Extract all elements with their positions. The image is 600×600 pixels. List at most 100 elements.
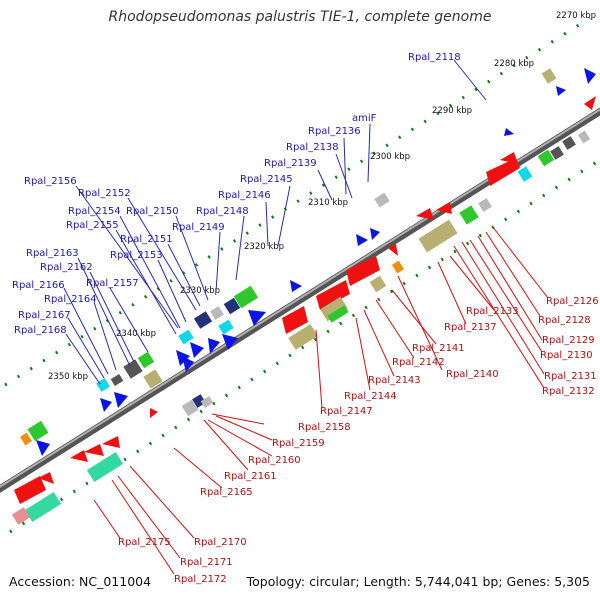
kbp-marker: 2310 kbp bbox=[308, 198, 348, 208]
gene-blue bbox=[556, 86, 566, 96]
gene-label: Rpal_2126 bbox=[546, 296, 599, 307]
kbp-marker: 2270 kbp bbox=[556, 11, 596, 21]
forward-leaders bbox=[63, 59, 487, 385]
kbp-marker: 2300 kbp bbox=[370, 152, 410, 162]
gene-blue bbox=[504, 128, 514, 136]
gene-cyan bbox=[517, 166, 533, 182]
kbp-marker: 2340 kbp bbox=[116, 329, 156, 339]
gene-label: Rpal_2142 bbox=[392, 357, 445, 368]
gene-label: Rpal_2175 bbox=[118, 537, 171, 548]
gene-label: Rpal_2156 bbox=[24, 176, 77, 187]
kbp-marker: 2350 kbp bbox=[48, 372, 88, 382]
gene-red bbox=[84, 444, 104, 456]
gene-green bbox=[27, 420, 49, 442]
gene-blue bbox=[114, 392, 128, 408]
gene-red bbox=[102, 436, 120, 448]
gene-label: Rpal_2136 bbox=[308, 126, 361, 137]
gene-label: Rpal_2141 bbox=[412, 343, 465, 354]
gene-blue bbox=[208, 338, 220, 354]
gene-label: Rpal_2144 bbox=[344, 391, 397, 402]
gene-label: Rpal_2154 bbox=[68, 206, 121, 217]
gene-label: Rpal_2130 bbox=[540, 350, 593, 361]
kbp-marker: 2320 kbp bbox=[244, 242, 284, 252]
gene-label: Rpal_2129 bbox=[542, 335, 595, 346]
gene-label: amiF bbox=[352, 113, 377, 124]
topology-text: Topology: circular; Length: 5,744,041 bp… bbox=[246, 574, 590, 589]
gene-label: Rpal_2147 bbox=[320, 406, 373, 417]
gene-orange bbox=[19, 432, 33, 446]
gene-gray bbox=[210, 306, 224, 320]
gene-red bbox=[150, 408, 158, 418]
gene-gray bbox=[123, 359, 143, 379]
gene-red bbox=[584, 96, 596, 110]
gene-cyan bbox=[96, 378, 110, 392]
gene-label: Rpal_2161 bbox=[224, 471, 277, 482]
gene-label: Rpal_2168 bbox=[14, 325, 67, 336]
gene-red bbox=[500, 152, 518, 164]
kbp-markers: 2270 kbp 2280 kbp 2290 kbp 2300 kbp 2310… bbox=[48, 11, 596, 382]
gene-blue bbox=[190, 342, 204, 358]
gene-orange bbox=[391, 260, 405, 274]
gene-green bbox=[459, 205, 479, 225]
gene-red bbox=[14, 476, 46, 504]
gene-label: Rpal_2137 bbox=[444, 322, 497, 333]
gene-green bbox=[137, 351, 155, 369]
gene-blue bbox=[290, 280, 302, 292]
gene-gray bbox=[478, 198, 492, 212]
gene-blue bbox=[248, 310, 266, 326]
gene-label: Rpal_2138 bbox=[286, 142, 339, 153]
gene-blue bbox=[100, 398, 112, 412]
gene-label: Rpal_2164 bbox=[44, 294, 97, 305]
gene-label: Rpal_2148 bbox=[196, 206, 249, 217]
gene-blue bbox=[584, 68, 596, 84]
reverse-gene-labels: Rpal_2126 Rpal_2128 Rpal_2129 Rpal_2130 … bbox=[118, 296, 599, 585]
gene-blue bbox=[36, 440, 50, 456]
gene-olive bbox=[288, 324, 318, 350]
tick-rows bbox=[4, 16, 600, 534]
gene-label: Rpal_2162 bbox=[40, 262, 93, 273]
gene-label: Rpal_2158 bbox=[298, 422, 351, 433]
gene-label: Rpal_2139 bbox=[264, 158, 317, 169]
gene-navy bbox=[223, 297, 241, 315]
gene-label: Rpal_2143 bbox=[368, 375, 421, 386]
reverse-leaders bbox=[93, 225, 549, 575]
forward-gene-labels: Rpal_2118 amiF Rpal_2136 Rpal_2138 Rpal_… bbox=[12, 52, 461, 336]
gene-red bbox=[316, 280, 350, 310]
gene-blue bbox=[356, 234, 368, 246]
gene-label: Rpal_2155 bbox=[66, 220, 119, 231]
gene-label: Rpal_2128 bbox=[538, 315, 591, 326]
gene-red bbox=[346, 256, 380, 286]
accession-text: Accession: NC_011004 bbox=[9, 574, 152, 589]
gene-label: Rpal_2132 bbox=[542, 386, 595, 397]
gene-green bbox=[537, 149, 555, 167]
gene-teal bbox=[24, 492, 62, 522]
kbp-marker: 2330 kbp bbox=[180, 286, 220, 296]
kbp-marker: 2290 kbp bbox=[432, 106, 472, 116]
gene-darkgray bbox=[550, 146, 564, 160]
gene-blue bbox=[182, 356, 194, 372]
gene-label: Rpal_2145 bbox=[240, 174, 293, 185]
gene-label: Rpal_2150 bbox=[126, 206, 179, 217]
gene-blue bbox=[370, 228, 380, 240]
gene-label: Rpal_2157 bbox=[86, 278, 139, 289]
gene-gray bbox=[110, 373, 124, 387]
gene-darkgray bbox=[562, 136, 576, 150]
gene-label: Rpal_2167 bbox=[18, 310, 71, 321]
gene-label: Rpal_2165 bbox=[200, 487, 253, 498]
gene-green bbox=[327, 305, 349, 323]
map-title: Rhodopseudomonas palustris TIE-1, comple… bbox=[108, 9, 492, 25]
gene-label: Rpal_2140 bbox=[446, 369, 499, 380]
gene-gray bbox=[200, 395, 214, 409]
gene-red bbox=[436, 202, 452, 214]
gene-cyan bbox=[218, 319, 234, 335]
gene-red bbox=[282, 306, 308, 334]
gene-label: Rpal_2146 bbox=[218, 190, 271, 201]
gene-label: Rpal_2151 bbox=[120, 234, 173, 245]
gene-label: Rpal_2118 bbox=[408, 52, 461, 63]
gene-label: Rpal_2170 bbox=[194, 537, 247, 548]
gene-red bbox=[38, 472, 54, 484]
gene-olive bbox=[143, 369, 163, 389]
forward-genes bbox=[19, 68, 596, 456]
gene-olive bbox=[369, 275, 387, 293]
